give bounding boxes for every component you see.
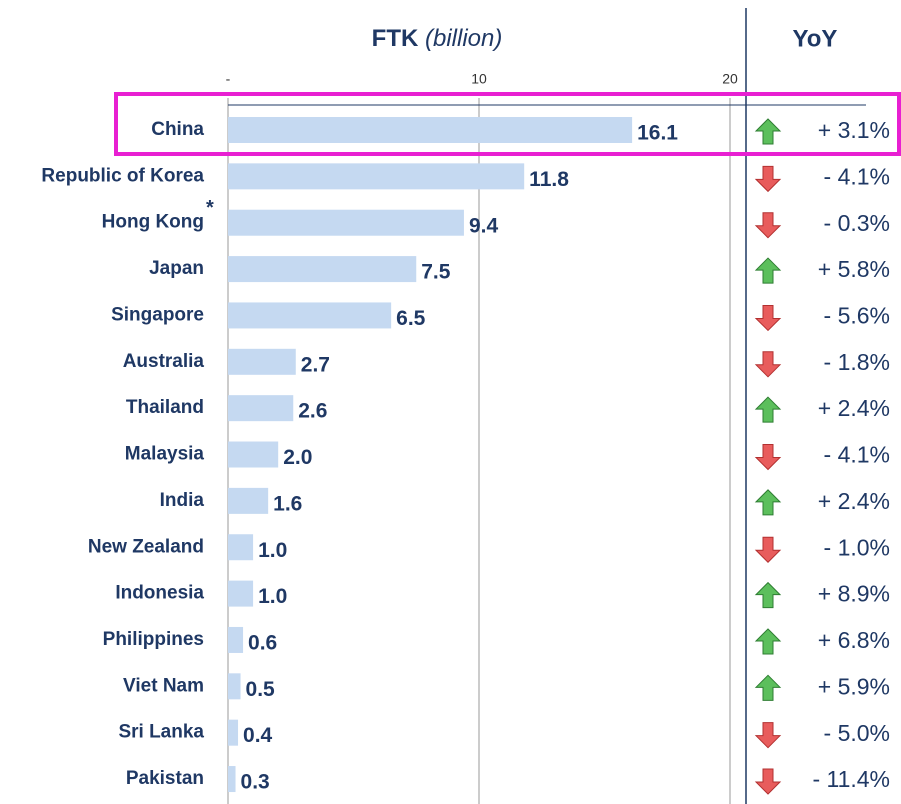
yoy-label: + 6.8% <box>818 627 890 653</box>
category-label: Republic of Korea <box>41 165 204 186</box>
category-label: Viet Nam <box>123 675 204 696</box>
category-label: Sri Lanka <box>118 722 204 743</box>
data-label: 11.8 <box>529 168 569 191</box>
yoy-label: - 1.0% <box>824 534 890 560</box>
yoy-arrow <box>754 628 782 655</box>
bar <box>228 395 294 422</box>
yoy-label: + 2.4% <box>818 395 890 421</box>
category-label: China <box>151 119 204 140</box>
data-label: 0.6 <box>248 632 277 655</box>
yoy-arrow <box>754 351 782 378</box>
yoy-label: - 1.8% <box>824 349 890 375</box>
yoy-arrow <box>754 118 782 145</box>
bar <box>228 441 279 468</box>
category-label: Pakistan <box>126 768 204 789</box>
category-label: Indonesia <box>115 583 204 604</box>
bar <box>228 534 254 561</box>
yoy-arrow <box>754 489 782 516</box>
yoy-title: YoY <box>793 25 838 52</box>
category-label: Australia <box>123 351 205 372</box>
yoy-label: - 11.4% <box>812 766 890 792</box>
bar <box>228 209 464 236</box>
yoy-label: + 5.8% <box>818 256 890 282</box>
yoy-label: - 5.0% <box>824 720 890 746</box>
data-label: 2.0 <box>283 446 312 469</box>
chart-title: FTK <box>372 25 419 52</box>
yoy-arrow <box>754 444 782 471</box>
data-label: 16.1 <box>637 122 678 145</box>
yoy-arrow <box>754 304 782 332</box>
bar <box>228 256 417 283</box>
yoy-arrow <box>754 536 782 563</box>
yoy-label: + 8.9% <box>818 581 890 607</box>
data-label: 0.4 <box>243 724 273 747</box>
bar <box>228 626 244 653</box>
x-tick-label: - <box>226 71 231 87</box>
data-label: 6.5 <box>396 307 426 330</box>
data-label: 2.7 <box>301 353 330 376</box>
bar <box>228 302 392 329</box>
bar <box>228 348 296 375</box>
x-tick-label: 10 <box>471 71 487 87</box>
yoy-arrow <box>754 396 782 423</box>
data-label: 1.0 <box>258 539 287 562</box>
category-label: New Zealand <box>88 536 204 557</box>
data-label: 9.4 <box>469 214 499 237</box>
yoy-label: - 4.1% <box>824 163 890 189</box>
bar <box>228 673 241 700</box>
bar <box>228 487 269 514</box>
yoy-label: - 5.6% <box>824 303 890 329</box>
data-label: 0.5 <box>246 678 276 701</box>
chart-subtitle: (billion) <box>425 25 502 52</box>
yoy-label: + 3.1% <box>818 117 890 143</box>
yoy-arrow <box>754 722 782 749</box>
yoy-label: - 0.3% <box>824 210 890 236</box>
data-label: 0.3 <box>241 771 270 794</box>
yoy-label: + 2.4% <box>818 488 890 514</box>
category-label: Malaysia <box>125 444 205 465</box>
category-label: Japan <box>149 258 204 279</box>
highlight-box <box>114 92 901 156</box>
yoy-label: - 4.1% <box>824 442 890 468</box>
yoy-arrow <box>754 674 782 701</box>
annotation: * <box>206 197 214 219</box>
data-label: 1.0 <box>258 585 287 608</box>
data-label: 1.6 <box>273 492 302 515</box>
category-label: Hong Kong <box>102 212 204 233</box>
yoy-arrow <box>754 212 782 239</box>
data-label: 2.6 <box>298 400 327 423</box>
x-tick-label: 20 <box>722 71 738 87</box>
yoy-arrow <box>754 257 782 284</box>
bar <box>228 766 236 793</box>
category-label: Thailand <box>126 397 204 418</box>
bar <box>228 719 239 746</box>
category-label: India <box>160 490 205 511</box>
category-label: Singapore <box>111 304 204 325</box>
data-label: 7.5 <box>421 261 451 284</box>
bar <box>228 117 633 143</box>
yoy-arrow <box>754 768 782 795</box>
yoy-arrow <box>754 165 782 193</box>
yoy-arrow <box>754 581 782 609</box>
chart-title-group: FTK (billion) <box>372 25 503 52</box>
bar <box>228 163 525 190</box>
bar <box>228 580 254 607</box>
yoy-label: + 5.9% <box>818 673 890 699</box>
category-label: Philippines <box>103 629 204 650</box>
